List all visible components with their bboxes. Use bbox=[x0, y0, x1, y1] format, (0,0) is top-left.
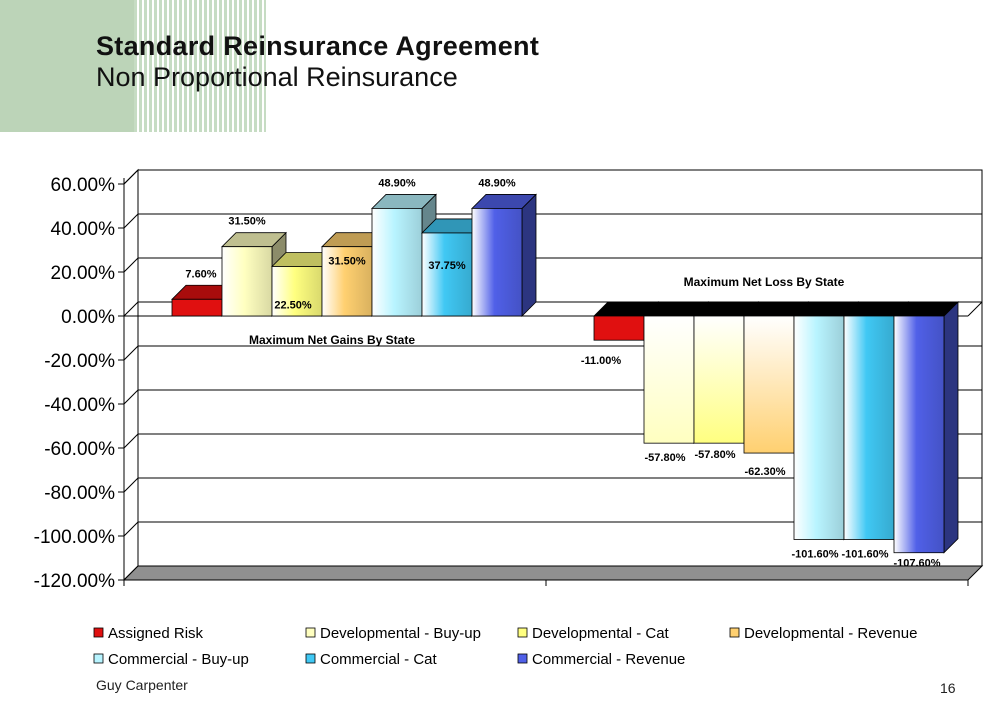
gridline-side bbox=[123, 389, 139, 405]
bar-side-face bbox=[943, 301, 959, 554]
footer-company: Guy Carpenter bbox=[96, 677, 188, 693]
bar-front-face bbox=[843, 315, 895, 540]
data-label: 31.50% bbox=[228, 216, 266, 228]
y-tick-label: -60.00% bbox=[44, 439, 115, 460]
legend-label: Developmental - Revenue bbox=[744, 625, 917, 642]
gridline-side bbox=[123, 301, 139, 317]
y-tick-label: -100.00% bbox=[34, 527, 115, 548]
bar-front-face bbox=[421, 232, 473, 317]
title-block: Standard Reinsurance Agreement Non Propo… bbox=[96, 30, 539, 92]
y-tick-label: 0.00% bbox=[61, 307, 115, 328]
bar-front-face bbox=[271, 266, 323, 317]
legend-label: Developmental - Cat bbox=[532, 625, 670, 642]
y-tick-label: -120.00% bbox=[34, 571, 115, 592]
gridline-side bbox=[123, 477, 139, 493]
legend-swatch bbox=[93, 653, 104, 664]
chart-floor bbox=[122, 565, 984, 581]
bar-front-face bbox=[221, 246, 273, 317]
page-number: 16 bbox=[940, 680, 956, 696]
y-tick-label: -20.00% bbox=[44, 351, 115, 372]
data-label: -62.30% bbox=[745, 466, 786, 478]
y-tick-label: 40.00% bbox=[51, 219, 116, 240]
legend-swatch bbox=[517, 627, 528, 638]
legend-label: Commercial - Cat bbox=[320, 651, 438, 668]
legend-swatch bbox=[729, 627, 740, 638]
data-label: -57.80% bbox=[695, 449, 736, 461]
legend-label: Commercial - Buy-up bbox=[108, 651, 249, 668]
category-label: Maximum Net Gains By State bbox=[249, 333, 415, 347]
gridline-side bbox=[123, 521, 139, 537]
zero-line-side bbox=[967, 301, 983, 317]
data-label: 31.50% bbox=[328, 256, 366, 268]
legend-swatch bbox=[93, 627, 104, 638]
bar-front-face bbox=[471, 208, 523, 317]
data-label: 48.90% bbox=[478, 177, 516, 189]
y-tick-label: -80.00% bbox=[44, 483, 115, 504]
bar-front-face bbox=[693, 315, 745, 444]
data-label: -57.80% bbox=[645, 452, 686, 464]
legend-label: Assigned Risk bbox=[108, 625, 204, 642]
gridline-side bbox=[123, 169, 139, 185]
legend-label: Commercial - Revenue bbox=[532, 651, 685, 668]
data-label: 22.50% bbox=[274, 300, 312, 312]
data-label: -11.00% bbox=[581, 355, 622, 367]
gridline-side bbox=[123, 257, 139, 273]
bar-1-6 bbox=[893, 301, 959, 554]
header-decoration-stripes bbox=[134, 0, 266, 132]
data-label: 48.90% bbox=[378, 177, 416, 189]
header-decoration bbox=[0, 0, 270, 132]
page-subtitle: Non Proportional Reinsurance bbox=[96, 62, 458, 92]
bar-front-face bbox=[593, 315, 645, 341]
side-wall bbox=[123, 168, 139, 582]
bar-0-6 bbox=[471, 193, 537, 317]
bar-front-face bbox=[793, 315, 845, 540]
bar-front-face bbox=[321, 246, 373, 317]
header-decoration-block bbox=[0, 0, 134, 132]
legend-swatch bbox=[305, 627, 316, 638]
legend-label: Developmental - Buy-up bbox=[320, 625, 481, 642]
legend-swatch bbox=[517, 653, 528, 664]
bar-front-face bbox=[893, 315, 945, 554]
gridline-side bbox=[123, 433, 139, 449]
gridline-side bbox=[123, 345, 139, 361]
bar-front-face bbox=[643, 315, 695, 444]
y-tick-label: -40.00% bbox=[44, 395, 115, 416]
page-title: Standard Reinsurance Agreement bbox=[96, 31, 540, 61]
data-label: -107.60% bbox=[893, 558, 940, 570]
y-tick-label: 20.00% bbox=[51, 263, 116, 284]
bar-front-face bbox=[171, 298, 223, 317]
bar-side-face bbox=[521, 193, 537, 317]
legend-swatch bbox=[305, 653, 316, 664]
data-label: -101.60% bbox=[841, 549, 888, 561]
y-tick-label: 60.00% bbox=[51, 175, 116, 196]
bar-0-4 bbox=[371, 193, 437, 317]
data-label: -101.60% bbox=[791, 549, 838, 561]
data-label: 37.75% bbox=[428, 260, 466, 272]
bar-front-face bbox=[371, 208, 423, 317]
bar-front-face bbox=[743, 315, 795, 454]
gridline-side bbox=[123, 213, 139, 229]
data-label: 7.60% bbox=[185, 268, 216, 280]
category-label: Maximum Net Loss By State bbox=[684, 275, 845, 289]
